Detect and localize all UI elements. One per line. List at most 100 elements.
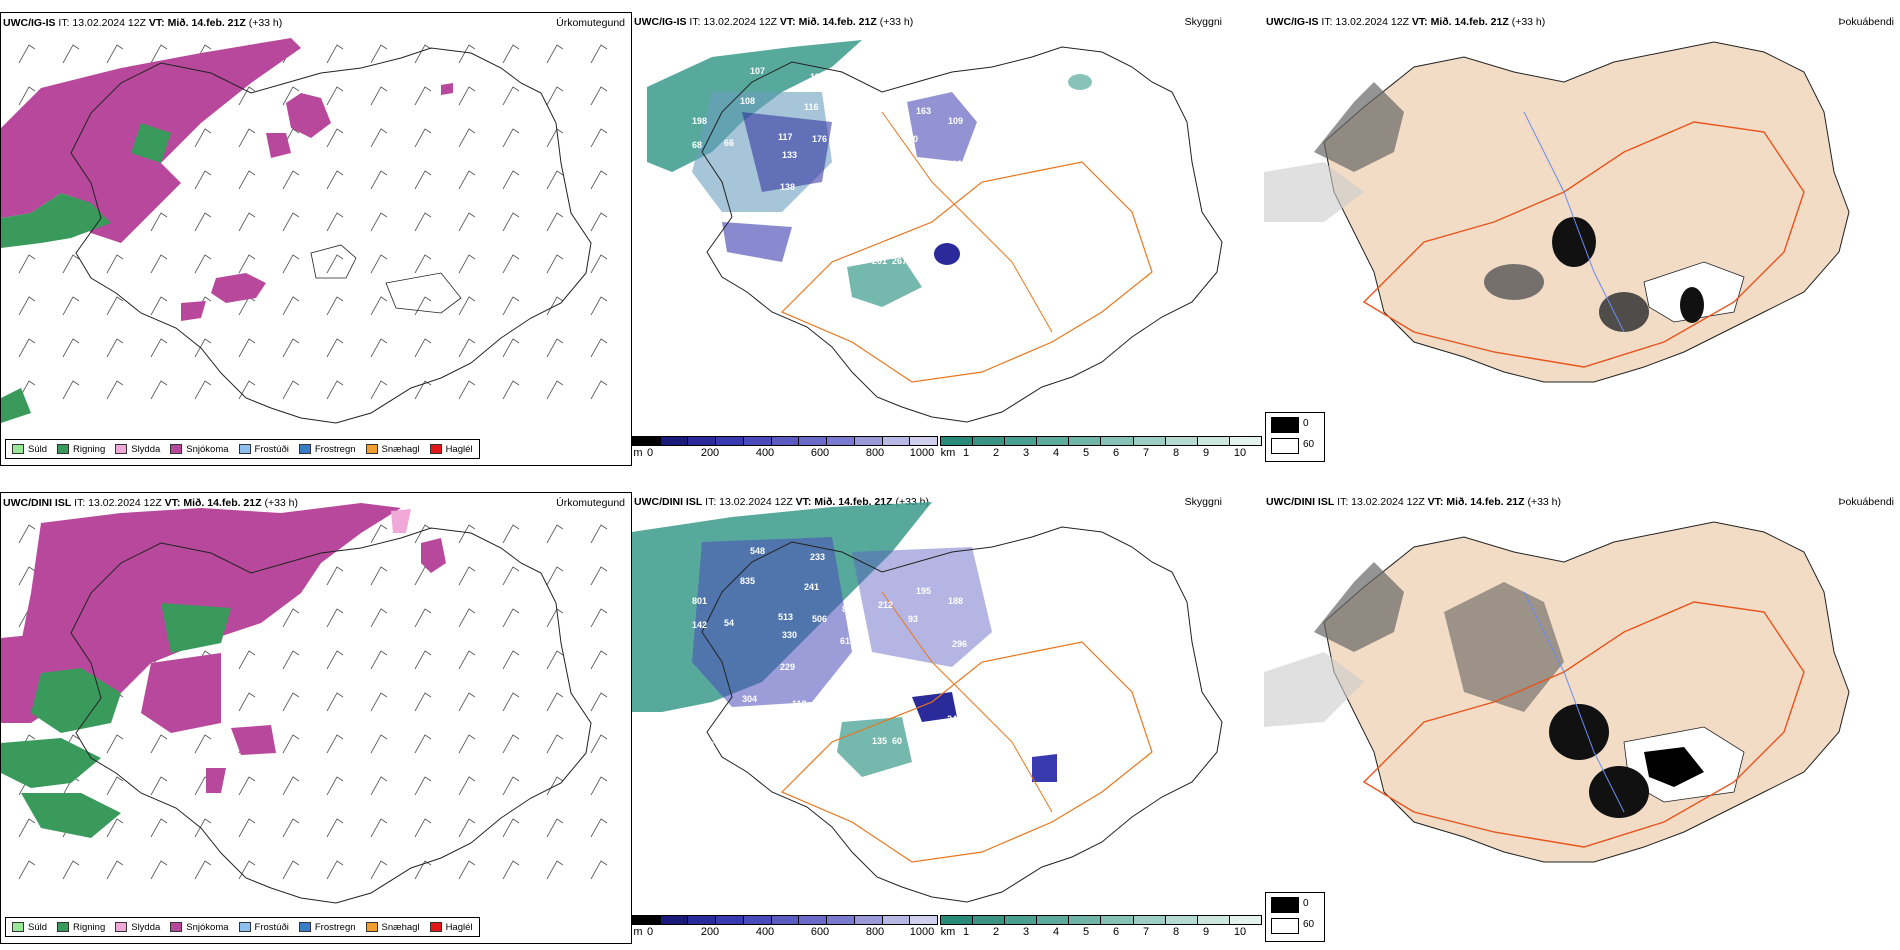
sleet-area	[391, 509, 411, 533]
rain-area	[21, 793, 121, 838]
low-visibility-area	[837, 717, 912, 777]
colorbar-tick: 0	[646, 926, 654, 938]
legend-item: Slydda	[115, 444, 160, 455]
road-network	[1362, 601, 1805, 848]
wind-barb	[370, 128, 388, 148]
map-title: Skyggni	[1184, 496, 1222, 508]
wind-barb	[546, 128, 564, 148]
glacier-outline	[310, 244, 357, 279]
wind-barb	[18, 818, 36, 838]
wind-barb	[590, 296, 608, 316]
fog-legend-bottom: 0 60	[1265, 892, 1325, 942]
wind-barb	[546, 776, 564, 796]
fog-area	[1589, 766, 1649, 818]
precip-type-map-top: UWC/IG-IS IT: 13.02.2024 12Z VT: Mið. 14…	[0, 12, 632, 466]
wind-barb	[194, 818, 212, 838]
iceland-outline	[70, 47, 592, 424]
colorbar-tick: 2	[992, 447, 1000, 459]
wind-barb	[546, 254, 564, 274]
snow-area	[441, 83, 453, 95]
colorbar-tick: 1000	[909, 926, 935, 938]
ceiling-value-label: 93	[908, 614, 918, 624]
ceiling-value-label: 233	[810, 552, 825, 562]
wind-barb	[458, 254, 476, 274]
visibility-map-top: UWC/IG-IS IT: 13.02.2024 12Z VT: Mið. 14…	[632, 12, 1224, 462]
rain-area	[1, 738, 101, 788]
wind-barb	[326, 860, 344, 880]
wind-barb	[18, 338, 36, 358]
wind-barb	[238, 128, 256, 148]
visibility-map-graphic: 107 118 108 116 198 68 66 117 176 133 20 138 163 70 15…	[647, 40, 1223, 423]
wind-barb	[502, 380, 520, 400]
river-network	[1523, 591, 1625, 813]
fog-legend-label: 0	[1303, 898, 1309, 909]
fog-area	[1680, 287, 1704, 323]
wind-barb	[414, 170, 432, 190]
legend-swatch	[298, 922, 311, 932]
colorbar-tick: 4	[1052, 926, 1060, 938]
wind-barb	[414, 44, 432, 64]
wind-barb	[326, 734, 344, 754]
wind-barb	[370, 566, 388, 586]
wind-barb	[458, 734, 476, 754]
wind-barb	[370, 380, 388, 400]
river-network	[1523, 111, 1625, 333]
ceiling-value-label: 107	[750, 66, 765, 76]
wind-barb	[546, 818, 564, 838]
wind-barb	[414, 128, 432, 148]
wind-barb	[282, 86, 300, 106]
wind-barb	[282, 608, 300, 628]
ceiling-value-label: 237	[812, 734, 827, 744]
ceiling-value-label: 78	[704, 740, 714, 750]
ceiling-value-label: 109	[948, 116, 963, 126]
wind-barb	[590, 818, 608, 838]
wind-barb	[502, 818, 520, 838]
colorbar-tick: 1000	[909, 447, 935, 459]
fog-legend-label: 0	[1303, 418, 1309, 429]
wind-barb	[414, 338, 432, 358]
rain-area	[1, 388, 31, 423]
wind-barb	[414, 818, 432, 838]
wind-barb	[458, 692, 476, 712]
wind-barb	[62, 296, 80, 316]
precip-type-legend: Súld Rigning Slydda Snjókoma Frostúði Fr…	[5, 917, 480, 937]
precip-map-graphic	[1, 503, 608, 904]
wind-barb	[194, 170, 212, 190]
ceiling-value-label: 133	[782, 150, 797, 160]
low-ceiling-area	[934, 243, 960, 265]
ceiling-value-label: 68	[692, 140, 702, 150]
wind-barb	[282, 776, 300, 796]
ceiling-value-label: 117	[778, 132, 793, 142]
low-ceiling-area	[907, 92, 977, 162]
ceiling-value-label: 330	[782, 630, 797, 640]
ceiling-value-label: 188	[948, 596, 963, 606]
legend-swatch	[365, 922, 378, 932]
wind-barb	[326, 254, 344, 274]
map-header: UWC/IG-IS IT: 13.02.2024 12Z VT: Mið. 14…	[634, 16, 914, 28]
ceiling-value-label: 142	[692, 620, 707, 630]
ceiling-value-label: 513	[778, 612, 793, 622]
legend-item: Snjókoma	[170, 444, 229, 455]
colorbar-tick: 4	[1052, 447, 1060, 459]
wind-barb	[238, 818, 256, 838]
wind-barb	[370, 338, 388, 358]
wind-barb	[370, 692, 388, 712]
wind-barb	[326, 608, 344, 628]
wind-barb	[458, 170, 476, 190]
wind-barb	[150, 734, 168, 754]
low-ceiling-area	[912, 692, 957, 722]
legend-swatch	[57, 922, 70, 932]
ceiling-value-label: 506	[812, 614, 827, 624]
ceiling-value-label: 851	[842, 604, 857, 614]
ceiling-value-label: 233	[810, 766, 825, 776]
ceiling-value-label: 242	[947, 714, 962, 724]
fog-area	[1644, 747, 1704, 787]
wind-barb	[458, 338, 476, 358]
wind-barb	[458, 524, 476, 544]
colorbar-unit: km	[940, 926, 956, 938]
wind-barb	[326, 776, 344, 796]
legend-swatch	[170, 444, 183, 454]
colorbar-tick: 400	[755, 926, 775, 938]
colorbar-unit: m	[633, 926, 643, 938]
wind-barb	[590, 524, 608, 544]
